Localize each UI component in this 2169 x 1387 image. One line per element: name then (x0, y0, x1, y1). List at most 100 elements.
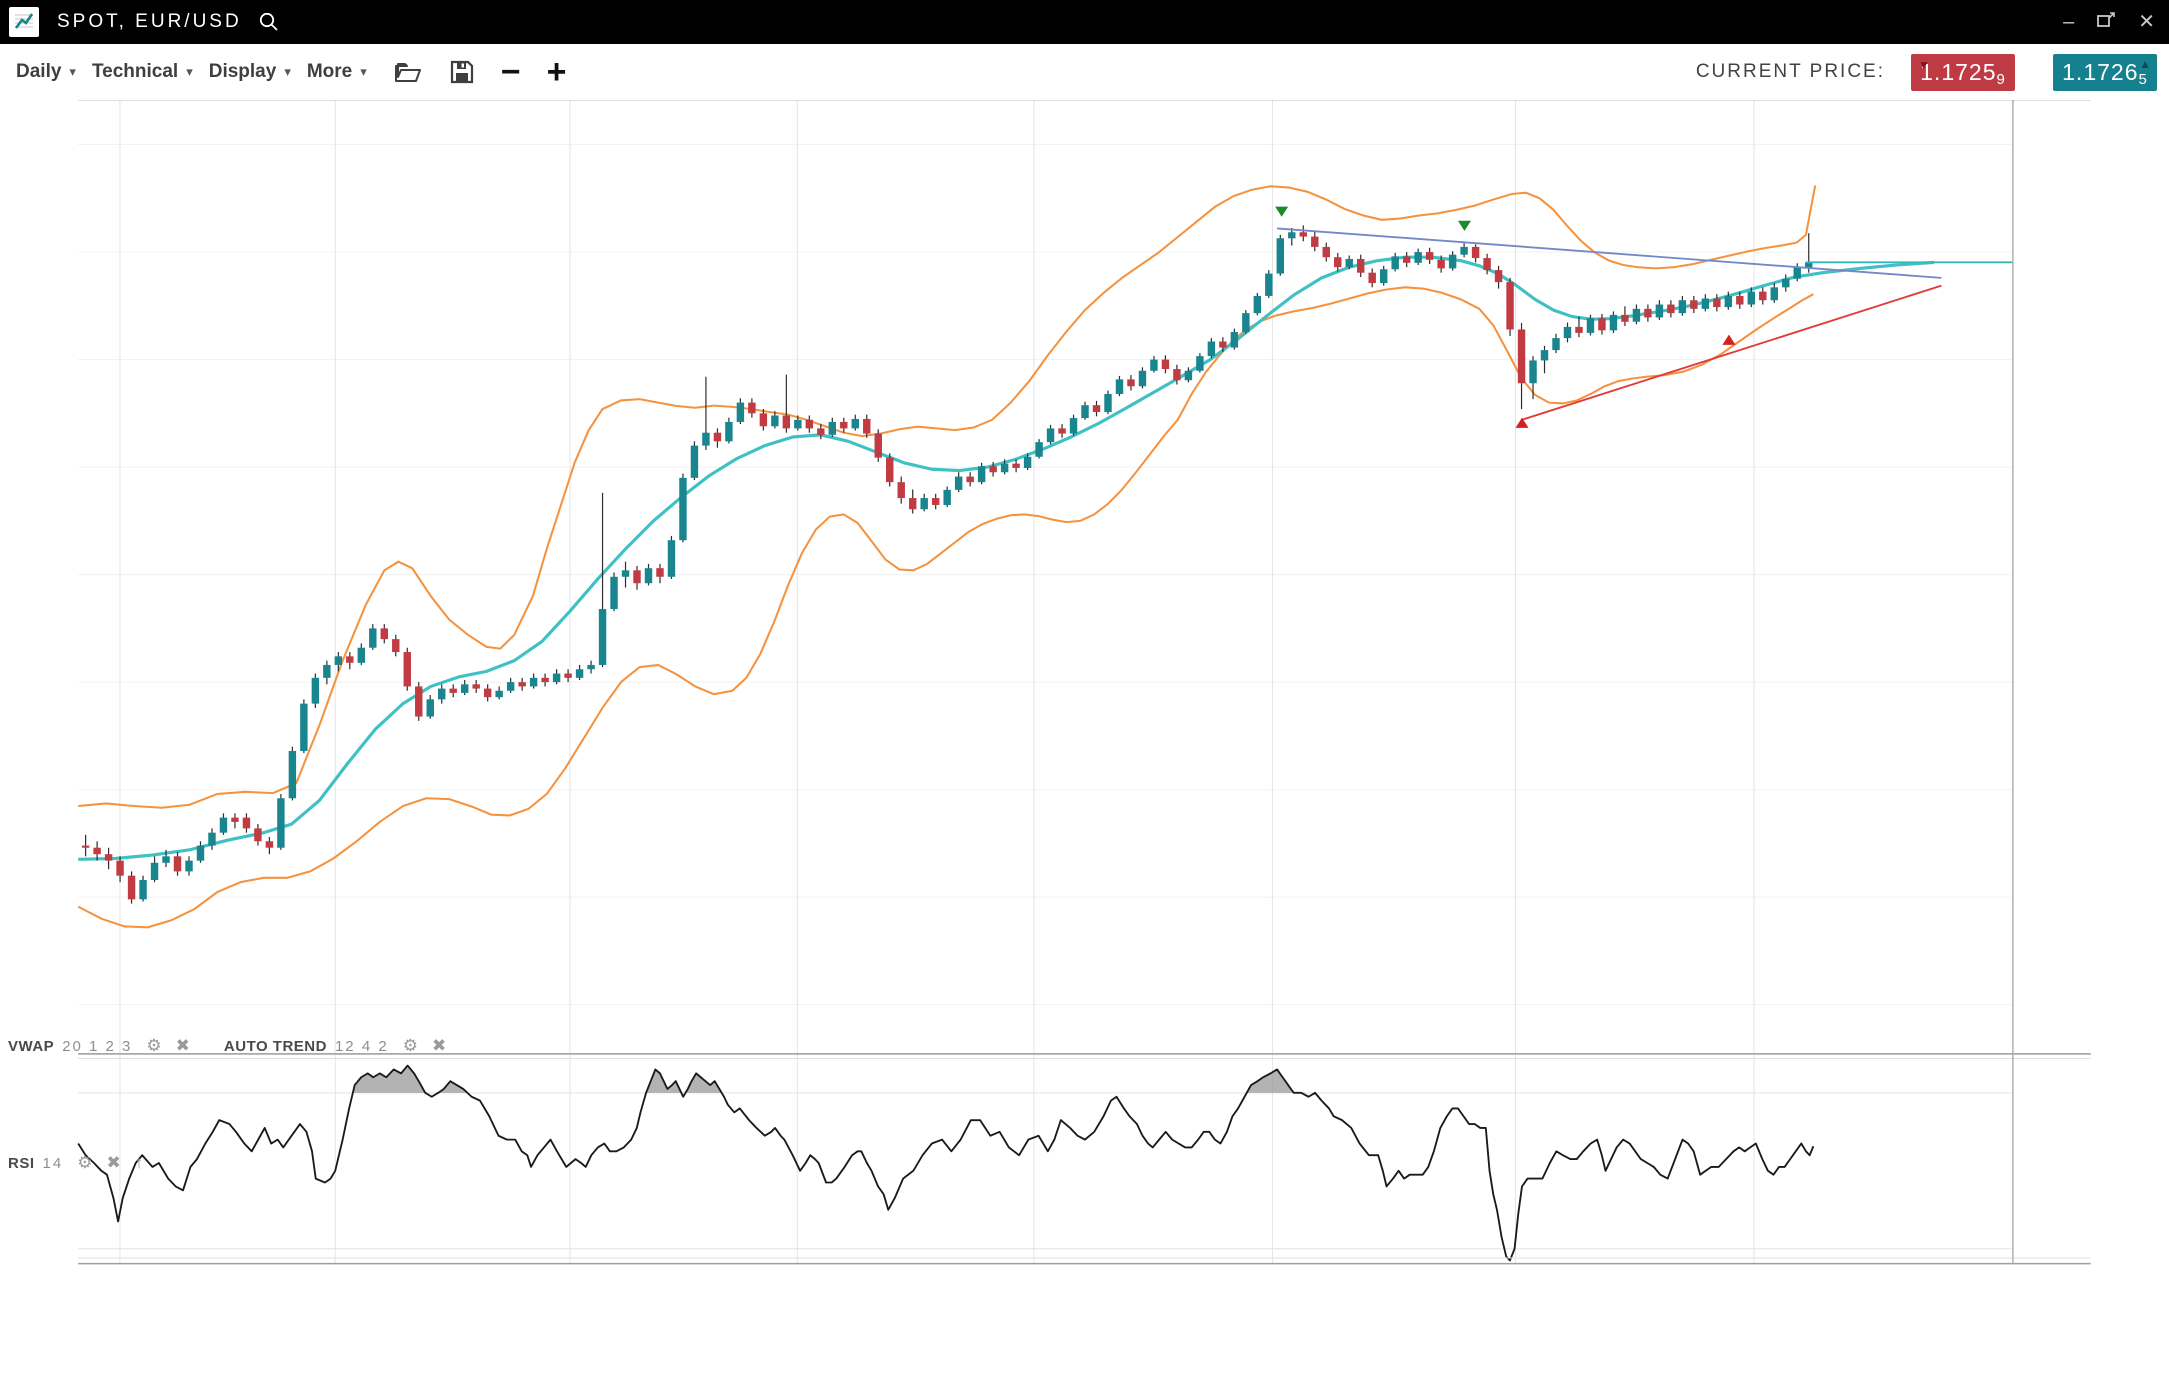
candle (380, 628, 388, 640)
candle (1483, 258, 1491, 271)
auto-trend-legend-name: AUTO TREND (223, 1037, 327, 1055)
candle (598, 609, 607, 665)
chart-area[interactable] (0, 100, 2169, 1387)
more-menu[interactable]: More ▾ (307, 61, 367, 83)
close-icon[interactable]: ✕ (2138, 11, 2155, 33)
vwap-line (78, 255, 1935, 861)
candle (415, 686, 423, 717)
candle (1655, 304, 1664, 318)
gear-icon[interactable]: ⚙ (402, 1036, 418, 1055)
rsi-legend-params: 14 (42, 1154, 64, 1172)
candle (1586, 318, 1595, 333)
candle (1506, 282, 1514, 330)
zoom-out-button[interactable]: − (500, 53, 521, 91)
candle (460, 684, 469, 693)
candle (1414, 252, 1422, 263)
technical-menu[interactable]: Technical ▾ (92, 61, 193, 83)
zoom-in-button[interactable]: + (546, 53, 567, 91)
candle (587, 664, 595, 670)
candle (1552, 338, 1560, 351)
candle (954, 476, 963, 490)
candle (1023, 456, 1032, 468)
candle (713, 432, 722, 442)
candle (771, 415, 779, 427)
candle (1184, 370, 1193, 381)
remove-indicator-icon[interactable]: ✖ (106, 1153, 121, 1172)
remove-indicator-icon[interactable]: ✖ (431, 1036, 447, 1055)
candle (185, 860, 193, 872)
candle (1805, 262, 1813, 268)
candle (254, 828, 262, 842)
candle (1104, 393, 1112, 413)
candle (1540, 350, 1549, 361)
gear-icon[interactable]: ⚙ (77, 1153, 93, 1172)
candle (1770, 287, 1778, 301)
rsi-overbought-fill (1246, 1069, 1302, 1093)
title-bar: SPOT, EUR/USD – ✕ (0, 0, 2169, 44)
trend-markers (1275, 206, 1736, 428)
resistance-trendline (1276, 227, 1942, 279)
candle (1368, 272, 1376, 284)
candle (323, 664, 331, 678)
save-icon[interactable] (449, 59, 475, 85)
candle (300, 703, 308, 751)
candle (81, 845, 90, 848)
ask-price-value: 1.1726 (2062, 58, 2139, 85)
candle (897, 482, 905, 499)
candle (1253, 295, 1262, 314)
technical-menu-label: Technical (91, 61, 179, 82)
candle (392, 639, 400, 653)
candle (725, 421, 733, 442)
candle (173, 856, 182, 872)
display-menu[interactable]: Display ▾ (209, 61, 291, 83)
current-price-label: CURRENT PRICE: (1695, 61, 1885, 82)
price-chart-svg[interactable] (0, 100, 2169, 1387)
ask-price-badge[interactable]: 1.1726 5 ▲ (2053, 53, 2157, 91)
bid-price-value: 1.1725 (1920, 58, 1997, 85)
candle (1759, 291, 1767, 301)
bid-price-badge[interactable]: ▼ 1.1725 9 (1911, 53, 2015, 91)
minimize-icon[interactable]: – (2063, 11, 2075, 33)
candle (288, 750, 297, 799)
candle (1058, 428, 1066, 434)
candle (1621, 314, 1629, 322)
rsi-overbought-fill (685, 1073, 722, 1093)
rsi-legend-name: RSI (8, 1154, 35, 1172)
candle (748, 402, 756, 414)
candle (1000, 463, 1009, 473)
chevron-down-icon: ▾ (186, 64, 193, 79)
vwap-legend: VWAP 20 1 2 3 ⚙ ✖ AUTO TREND 12 4 2 ⚙ ✖ (8, 1036, 446, 1056)
candle (679, 477, 687, 541)
collapse-panel-icon[interactable]: ↑ (134, 1153, 144, 1172)
candle (1724, 295, 1733, 308)
candle (564, 673, 572, 678)
open-folder-icon[interactable] (393, 59, 423, 85)
green-sell-marker (1457, 220, 1471, 231)
candle (104, 854, 113, 861)
candle (219, 817, 228, 833)
candle (403, 652, 411, 687)
rsi-overbought-fill (438, 1081, 468, 1093)
candle (1299, 232, 1307, 237)
candle (736, 402, 745, 422)
candle (1046, 428, 1055, 443)
candle (150, 862, 159, 880)
candle (690, 445, 699, 478)
remove-indicator-icon[interactable]: ✖ (175, 1036, 190, 1055)
candle (1242, 313, 1250, 333)
candle (863, 418, 871, 434)
candle (644, 568, 653, 584)
candle (667, 540, 676, 577)
timeframe-menu[interactable]: Daily ▾ (16, 61, 76, 83)
popout-icon[interactable] (2096, 11, 2116, 33)
candle (1609, 314, 1618, 331)
candle (127, 875, 136, 900)
candlestick-series (81, 225, 1813, 904)
gridlines (78, 100, 2091, 1264)
candle (1529, 360, 1537, 384)
gear-icon[interactable]: ⚙ (146, 1036, 162, 1055)
candle (265, 841, 274, 848)
search-icon[interactable] (258, 11, 280, 33)
candle (1276, 238, 1285, 274)
